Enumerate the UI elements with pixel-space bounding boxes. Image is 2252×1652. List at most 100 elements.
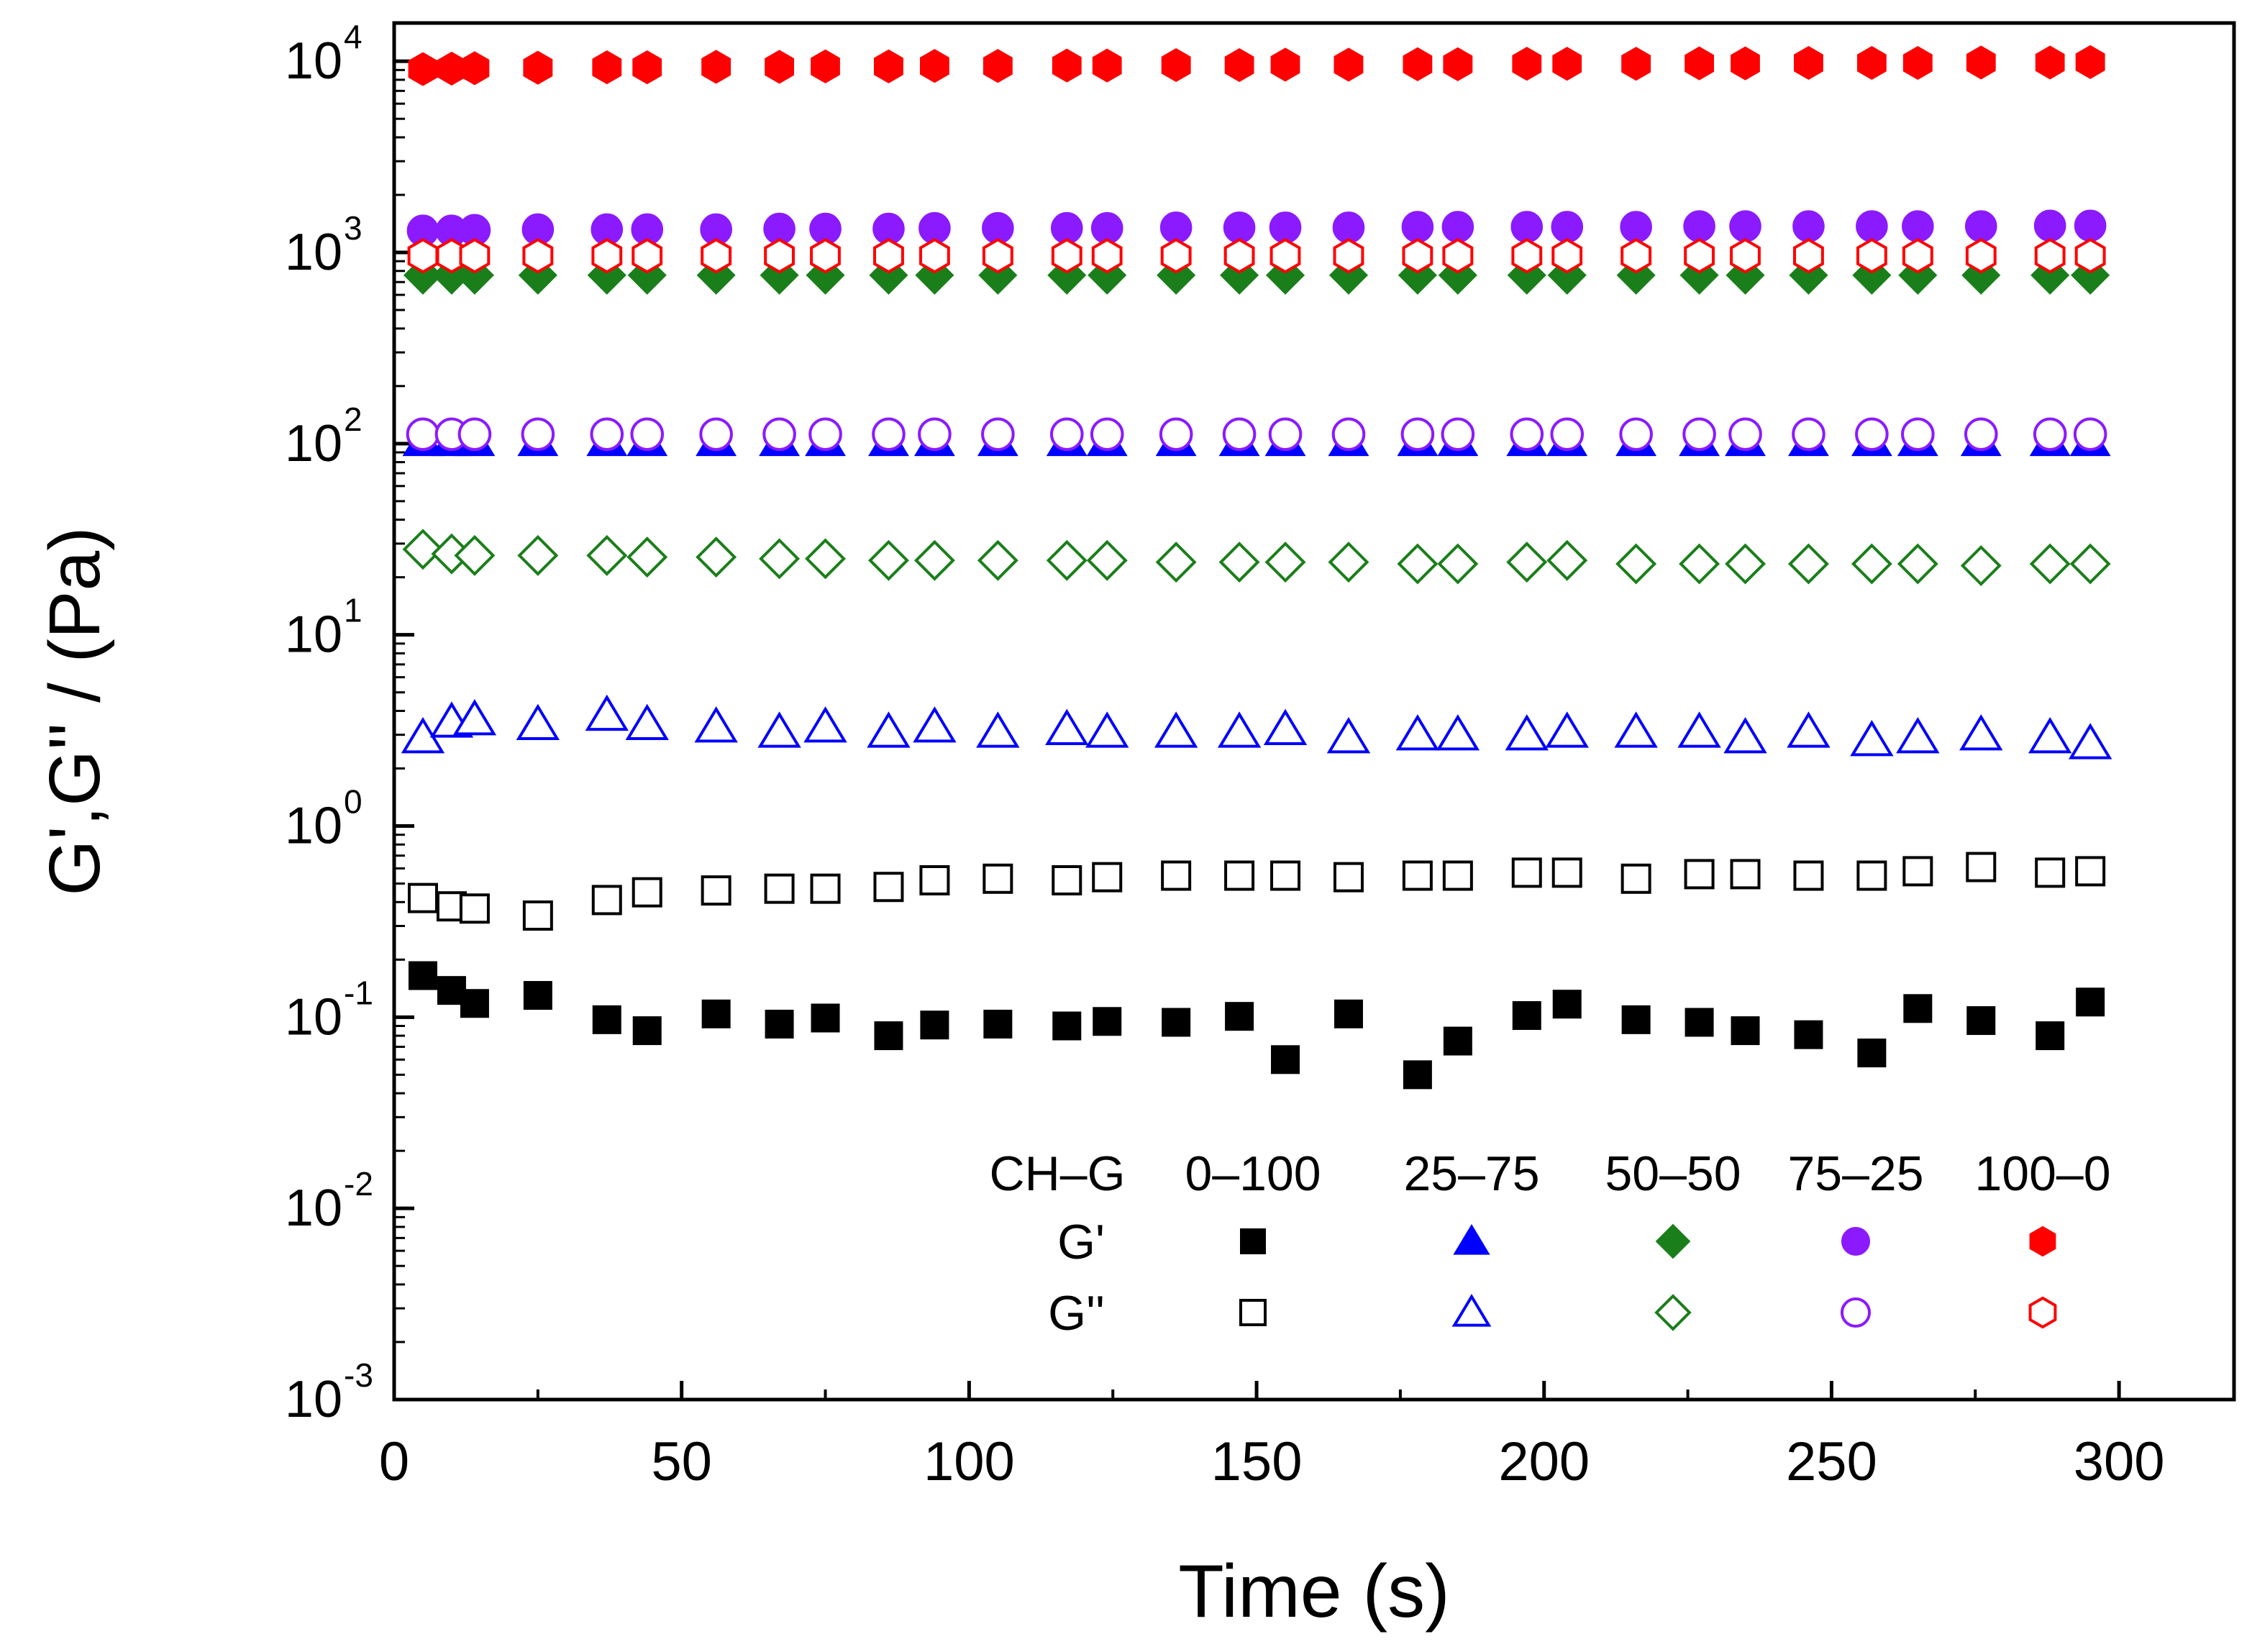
data-point [408, 961, 437, 990]
data-point [765, 1009, 794, 1039]
data-point [913, 706, 957, 743]
legend-marker [1451, 1294, 1492, 1327]
data-point [1966, 45, 1996, 80]
data-point [586, 534, 628, 576]
data-point [764, 237, 795, 274]
data-point [522, 900, 553, 931]
legend-marker [1453, 1223, 1490, 1255]
data-point [701, 999, 731, 1028]
data-point [2033, 417, 2067, 452]
data-point [592, 1005, 621, 1034]
x-axis-label: Time (s) [1178, 1550, 1449, 1633]
series-Gp-75–25 [406, 209, 2107, 247]
data-point [1045, 708, 1089, 745]
series-Gpp-100–0 [407, 237, 2106, 274]
data-point [1401, 211, 1434, 243]
data-point [459, 237, 491, 274]
y-tick-exponent: 0 [344, 783, 363, 821]
data-point [1731, 46, 1760, 81]
data-point [913, 539, 955, 581]
data-point [867, 539, 909, 581]
data-point [981, 417, 1015, 452]
data-point [1395, 714, 1440, 751]
data-point [765, 50, 794, 84]
data-point [2071, 255, 2110, 295]
data-point [808, 417, 842, 452]
data-point [592, 50, 622, 85]
data-point [1682, 417, 1716, 452]
data-point [1896, 716, 1940, 754]
data-point [1441, 417, 1475, 452]
data-point [1510, 211, 1544, 243]
data-point [1334, 999, 1363, 1028]
data-point [1857, 45, 1887, 81]
data-point [1551, 857, 1582, 888]
data-point [1619, 417, 1653, 452]
data-point [1088, 255, 1127, 295]
data-point [1789, 255, 1828, 295]
data-point [1729, 210, 1761, 242]
data-point [459, 893, 490, 924]
legend-marker [2029, 1226, 2056, 1257]
data-point [1730, 859, 1761, 890]
data-point [1398, 255, 1437, 295]
data-point [408, 52, 438, 86]
data-point [2075, 856, 2106, 887]
data-point [1331, 417, 1366, 452]
data-point [1552, 990, 1582, 1019]
data-point [1902, 856, 1933, 887]
data-point [2069, 543, 2111, 585]
data-point [1270, 47, 1300, 82]
data-point [1264, 542, 1306, 583]
data-point [757, 711, 801, 748]
data-point [1161, 860, 1192, 891]
legend-ratio-label: 50–50 [1605, 1146, 1741, 1201]
series-Gpp-25–75 [401, 694, 2112, 759]
data-point [1792, 417, 1825, 452]
data-point [1090, 417, 1124, 452]
data-point [2034, 237, 2066, 274]
data-point [873, 237, 904, 274]
data-point [1902, 45, 1933, 81]
data-point [1550, 417, 1585, 452]
data-point [1441, 211, 1474, 243]
data-point [1792, 210, 1825, 242]
data-point [920, 49, 949, 83]
data-point [626, 537, 668, 578]
data-point [982, 237, 1013, 274]
legend-marker [1841, 1226, 1871, 1256]
data-point [760, 255, 799, 295]
data-point [1402, 237, 1433, 274]
data-point [1726, 255, 1765, 295]
data-point [407, 237, 439, 274]
data-point [701, 875, 731, 906]
data-point [1965, 237, 1997, 274]
data-point [516, 703, 560, 740]
data-point [1551, 237, 1583, 274]
data-point [1897, 543, 1938, 585]
legend-marker [1240, 1228, 1266, 1254]
data-point [1510, 417, 1544, 452]
data-point [1851, 543, 1892, 585]
data-point [1052, 1011, 1082, 1041]
data-point [2075, 45, 2105, 79]
data-point [460, 51, 490, 86]
data-point [1442, 860, 1473, 891]
data-point [1224, 47, 1254, 83]
data-point [632, 237, 663, 274]
data-point [1793, 237, 1824, 274]
data-point [1966, 852, 1997, 882]
data-point [1615, 543, 1657, 585]
y-tick-label: 10 [285, 798, 342, 855]
y-tick-label: 10 [285, 606, 342, 664]
data-point [764, 873, 795, 904]
data-point [1551, 211, 1584, 243]
data-point [701, 237, 732, 274]
series-Gp-100–0 [408, 45, 2105, 86]
data-point [1966, 1006, 1996, 1036]
data-point [632, 50, 662, 85]
data-point [1855, 417, 1889, 452]
data-point [977, 539, 1018, 581]
data-point [1684, 237, 1715, 274]
